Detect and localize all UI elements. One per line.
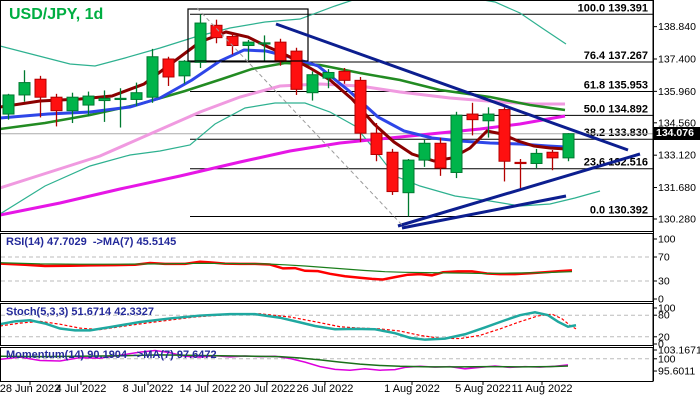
price-tick-label: 131.680 bbox=[658, 182, 696, 194]
momentum-tick-label: 95.6011 bbox=[658, 366, 695, 378]
candle-body-up bbox=[242, 41, 255, 47]
candle-body-up bbox=[530, 152, 543, 164]
fib-level-label: 76.4 137.267 bbox=[584, 50, 648, 62]
stoch-k_teal-line bbox=[1, 311, 577, 341]
candle-body-up bbox=[98, 97, 111, 102]
candle-body-up bbox=[82, 95, 95, 106]
stoch-indicator-label: Stoch(5,3,3) 51.6714 42.3327 bbox=[6, 306, 154, 318]
stoch-d_red-line bbox=[1, 313, 577, 340]
rsi-pane: 100 70 30 0 bbox=[0, 233, 676, 306]
rsi-tick-label: 70 bbox=[658, 252, 670, 264]
candle-body-up bbox=[2, 94, 15, 115]
date-label: 5 Aug 2022 bbox=[455, 383, 511, 395]
stoch-tick-label: 80 bbox=[658, 310, 670, 322]
rsi-indicator-label: RSI(14) 47.7029 ->MA(7) 45.5145 bbox=[6, 236, 177, 248]
candle-body-down bbox=[162, 58, 175, 78]
candle-body-up bbox=[114, 97, 127, 101]
candle-body-up bbox=[450, 114, 463, 173]
price-tick-label: 138.840 bbox=[658, 21, 696, 33]
date-label: 20 Jul 2022 bbox=[239, 383, 296, 395]
candle-body-up bbox=[194, 22, 207, 63]
candle-body-down bbox=[434, 142, 447, 169]
date-label: 11 Aug 2022 bbox=[512, 383, 573, 395]
stoch-tick-label: 0 bbox=[658, 339, 664, 351]
rsi-tick-label: 0 bbox=[658, 294, 664, 306]
candle-body-up bbox=[66, 96, 79, 112]
date-label: 14 Jul 2022 bbox=[180, 383, 237, 395]
candle-body-up bbox=[402, 159, 415, 194]
candle-body-down bbox=[370, 132, 383, 155]
candle-body-down bbox=[50, 96, 63, 112]
fib-level-label: 0.0 130.392 bbox=[590, 204, 648, 216]
candle-body-up bbox=[306, 74, 319, 94]
price-tick-label: 130.280 bbox=[658, 213, 696, 225]
momentum-tick-label: 103.1671 bbox=[658, 344, 700, 356]
bollinger-upper-band bbox=[0, 0, 567, 67]
price-tick-label: 137.400 bbox=[658, 54, 696, 66]
momentum-tick-label: 100 bbox=[658, 353, 676, 365]
main-price-pane: 100.0 139.391 76.4 137.267 61.8 135.953 50.… bbox=[0, 0, 653, 230]
candle-body-up bbox=[258, 42, 271, 45]
rsi-tick-label: 30 bbox=[658, 276, 670, 288]
candle-body-down bbox=[354, 79, 367, 134]
date-label: 4 Jul 2022 bbox=[56, 383, 107, 395]
candle-body-up bbox=[322, 71, 335, 79]
momentum-indicator-label: Momentum(14) 90.1904 ->MA(7) 97.6472 bbox=[6, 349, 217, 361]
candle-body-up bbox=[418, 142, 431, 161]
candle-body-down bbox=[274, 41, 287, 62]
momentum-ma_green-line bbox=[1, 354, 569, 368]
candle-body-up bbox=[482, 113, 495, 122]
dashed-trendline[interactable] bbox=[196, 7, 404, 227]
candle-body-up bbox=[18, 82, 31, 96]
stoch-tick-label: 20 bbox=[658, 331, 670, 343]
price-tick-label: 134.560 bbox=[658, 117, 696, 129]
date-label: 26 Jul 2022 bbox=[297, 383, 354, 395]
rsi-border bbox=[0, 233, 654, 302]
rsi-tick-label: 100 bbox=[658, 234, 676, 246]
fib-level-label: 50.0 134.892 bbox=[584, 103, 648, 115]
candle-body-down bbox=[386, 151, 399, 193]
candle-body-up bbox=[178, 60, 191, 77]
trendline[interactable] bbox=[401, 194, 567, 230]
candle-body-down bbox=[338, 70, 351, 81]
stoch-border bbox=[0, 303, 654, 346]
candle-body-down bbox=[466, 113, 479, 121]
candle-body-down bbox=[514, 161, 527, 165]
candle-body-up bbox=[130, 92, 143, 100]
fib-level-label: 61.8 135.953 bbox=[584, 80, 648, 92]
candle-body-down bbox=[546, 151, 559, 159]
ma-magenta bbox=[0, 114, 566, 217]
trendline[interactable] bbox=[397, 152, 641, 228]
date-label: 8 Jul 2022 bbox=[123, 383, 174, 395]
candle-body-down bbox=[498, 109, 511, 162]
current-price-badge: 134.076 bbox=[654, 127, 700, 140]
candle-body-up bbox=[562, 133, 575, 159]
candle-body-down bbox=[290, 50, 303, 90]
stoch-tick-label: 100 bbox=[658, 303, 676, 315]
fib-level-label: 100.0 139.391 bbox=[578, 2, 648, 14]
rsi-ma_green-line bbox=[1, 262, 573, 275]
momentum-border bbox=[0, 347, 654, 382]
date-label: 1 Aug 2022 bbox=[384, 383, 440, 395]
trendline[interactable] bbox=[275, 22, 629, 152]
price-tick-label: 135.960 bbox=[658, 86, 696, 98]
bollinger-lower-band bbox=[0, 102, 601, 215]
date-label: 28 Jun 2022 bbox=[0, 383, 60, 395]
candle-body-down bbox=[34, 78, 47, 98]
symbol-title: USD/JPY, 1d bbox=[9, 6, 104, 23]
candle-body-up bbox=[146, 56, 159, 98]
candle-body-down bbox=[210, 24, 223, 39]
price-tick-label: 133.120 bbox=[658, 150, 696, 162]
